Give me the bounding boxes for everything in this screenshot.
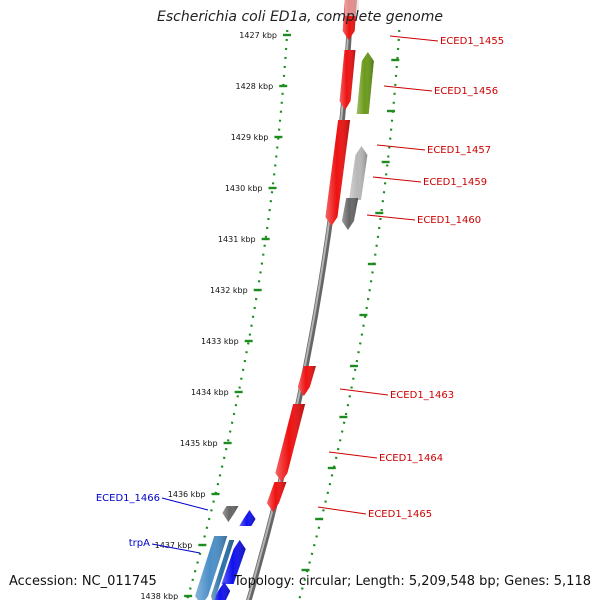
ruler-tick-label: 1437 kbp — [155, 541, 193, 550]
gene-label-eced1-1455[interactable]: ECED1_1455 — [440, 36, 504, 47]
ruler-tick-label: 1429 kbp — [231, 133, 269, 142]
gene-label-eced1-1466-leader — [161, 497, 209, 511]
gene-blue-2[interactable] — [221, 540, 246, 584]
gene-eced1-1463[interactable] — [297, 366, 316, 396]
gene-eced1-1465[interactable] — [266, 482, 287, 512]
ruler-tick-label: 1438 kbp — [140, 592, 178, 600]
gene-eced1-1466[interactable] — [222, 506, 239, 522]
ruler-tick-label: 1432 kbp — [210, 286, 248, 295]
gene-label-eced1-1460-leader — [366, 214, 416, 221]
ruler-tick-label: 1436 kbp — [168, 490, 206, 499]
gene-blue-3[interactable] — [212, 582, 231, 604]
gene-label-eced1-1456[interactable]: ECED1_1456 — [434, 86, 498, 97]
gene-eced1-1457[interactable] — [325, 120, 351, 226]
ruler-tick-label: 1428 kbp — [236, 82, 274, 91]
ruler-tick-label: 1433 kbp — [201, 337, 239, 346]
ruler-tick-label: 1431 kbp — [218, 235, 256, 244]
gene-label-eced1-1466[interactable]: ECED1_1466 — [96, 493, 160, 504]
gene-eced1-1464[interactable] — [275, 404, 306, 482]
gene-eced1-1460[interactable] — [341, 198, 359, 230]
gene-label-eced1-1459-leader — [372, 176, 422, 183]
gene-label-eced1-1457-leader — [376, 144, 426, 151]
gene-label-eced1-1457[interactable]: ECED1_1457 — [427, 145, 491, 156]
ruler-tick-label: 1427 kbp — [239, 31, 277, 40]
gene-label-trpa-leader — [151, 543, 201, 554]
ruler-tick-label: 1434 kbp — [191, 388, 229, 397]
map-title: Escherichia coli ED1a, complete genome — [157, 9, 443, 25]
gene-label-eced1-1456-leader — [383, 85, 433, 92]
gene-features — [195, 0, 374, 604]
gene-label-eced1-1459[interactable]: ECED1_1459 — [423, 177, 487, 188]
gene-label-eced1-1463[interactable]: ECED1_1463 — [390, 390, 454, 401]
gene-label-eced1-1464[interactable]: ECED1_1464 — [379, 453, 443, 464]
ruler-tick-label: 1435 kbp — [180, 439, 218, 448]
gene-label-trpa[interactable]: trpA — [129, 538, 150, 549]
gene-label-eced1-1464-leader — [328, 451, 378, 459]
genome-summary: Topology: circular; Length: 5,209,548 bp… — [233, 574, 591, 589]
gene-label-eced1-1463-leader — [339, 388, 389, 396]
gene-trpa[interactable] — [195, 536, 228, 604]
gene-eced1-1456[interactable] — [356, 52, 374, 114]
gene-red-1[interactable] — [339, 50, 356, 110]
gene-label-eced1-1460[interactable]: ECED1_1460 — [417, 215, 481, 226]
gene-label-eced1-1465-leader — [317, 506, 367, 515]
gene-blue-1[interactable] — [239, 510, 256, 526]
ruler-tracks: 1427 kbp 1428 kbp 1429 kbp 1430 kbp 1431 kbp… — [140, 29, 401, 601]
gene-trpa-edge[interactable] — [211, 540, 235, 604]
gene-label-eced1-1465[interactable]: ECED1_1465 — [368, 509, 432, 520]
gene-labels: ECED1_1455 ECED1_1456 ECED1_1457 ECED1_1459… — [96, 35, 504, 554]
accession-label: Accession: NC_011745 — [9, 574, 157, 589]
gene-label-eced1-1455-leader — [389, 35, 439, 42]
ruler-tick-label: 1430 kbp — [225, 184, 263, 193]
gene-eced1-1459[interactable] — [349, 146, 368, 200]
